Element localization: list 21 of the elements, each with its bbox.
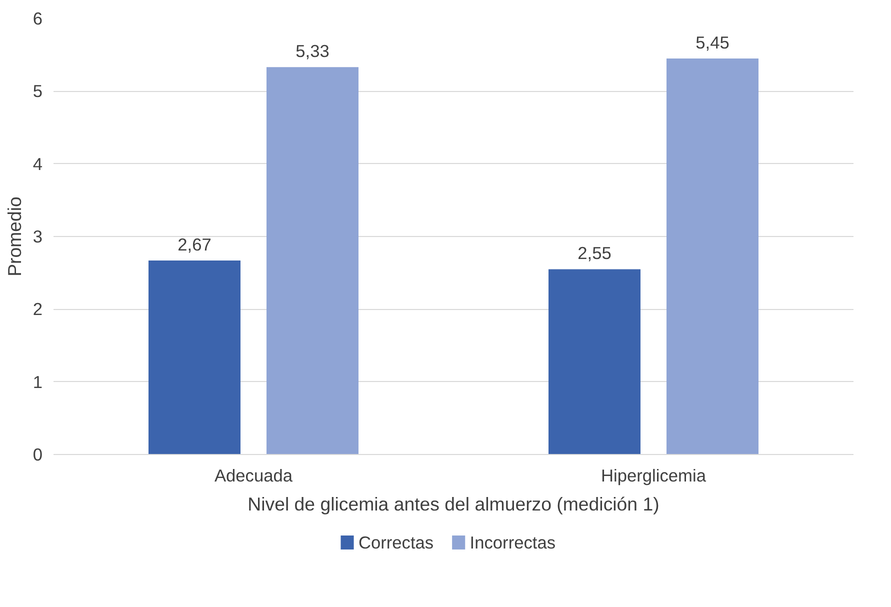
x-axis-title: Nivel de glicemia antes del almuerzo (medición 1) (248, 494, 660, 514)
data-label: 2,55 (578, 243, 612, 264)
y-tick-label: 2 (32, 299, 43, 320)
bar (148, 260, 240, 454)
y-tick-label: 5 (32, 81, 43, 102)
x-tick-label: Hiperglicemia (601, 466, 706, 486)
legend-label: Incorrectas (470, 532, 556, 552)
bar (666, 58, 758, 454)
bar (266, 67, 358, 454)
data-label: 5,33 (296, 41, 330, 62)
y-tick-label: 6 (32, 8, 43, 28)
y-axis-title: Promedio (4, 196, 25, 276)
x-tick-label: Adecuada (214, 466, 293, 486)
y-tick-label: 1 (32, 372, 43, 392)
y-tick-label: 0 (32, 444, 43, 464)
bar (548, 269, 640, 454)
legend-label: Correctas (358, 532, 434, 552)
data-label: 5,45 (696, 32, 730, 52)
data-label: 2,67 (178, 234, 212, 254)
y-tick-label: 4 (32, 154, 43, 174)
y-tick-label: 3 (32, 226, 43, 246)
